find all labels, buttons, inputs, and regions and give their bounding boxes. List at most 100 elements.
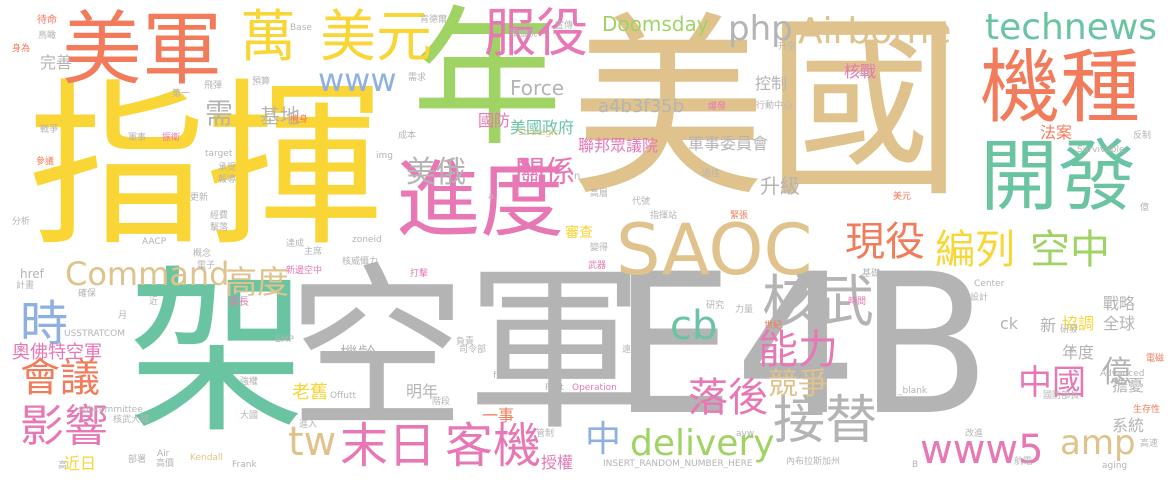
word-jichu: 基礎 [862, 269, 881, 279]
word-xietiao: 協調 [1062, 314, 1095, 333]
word-feidan: 飛彈 [204, 81, 223, 91]
word-jingfei: 經費 [210, 211, 229, 221]
word-dianci: 電磁 [1146, 354, 1165, 364]
word-subcommittee: subcommittee [78, 405, 143, 415]
word-daihao: 代號 [632, 197, 651, 207]
word-operation: Operation [572, 383, 617, 393]
word-heweishe: 核威懾力 [342, 257, 379, 267]
word-hash: a4b3f35b [598, 96, 685, 117]
word-kendall: Kendall [190, 453, 223, 463]
word-aacp: AACP [142, 237, 167, 247]
word-jingzheng: 競爭 [768, 367, 828, 402]
word-offutt: Offutt [330, 391, 357, 401]
word-kendeer: 肯德爾 [420, 15, 448, 25]
word-faan: 法案 [1040, 123, 1073, 142]
word-quanqiu: 全球 [1103, 314, 1136, 333]
word-cb: cb [670, 303, 718, 349]
word-hangdian: 航電 [1014, 457, 1033, 467]
word-fanzhi: 反制 [1133, 131, 1152, 141]
word-gaodu: 高度 [225, 263, 290, 301]
word-jieti: 接替 [773, 391, 878, 451]
word-jia: 架 [128, 250, 306, 457]
word-tw: tw [288, 419, 337, 465]
word-xuqiu: 需求 [408, 73, 427, 83]
word-meiyuan: 美元 [320, 5, 432, 70]
word-biande: 變得 [590, 243, 609, 253]
word-baodao: 報導 [218, 175, 237, 185]
word-meijun: 美軍 [62, 3, 222, 96]
word-xitong: 系統 [1112, 416, 1145, 435]
word-zhongguo: 中國 [1018, 363, 1086, 403]
word-guofangbuzhang: 國防部長 [1043, 391, 1080, 401]
word-guowang: 過往 [702, 169, 721, 179]
word-advanced: Advanced [1100, 369, 1145, 379]
word-baofa: 爆發 [708, 102, 727, 112]
word-buzhang: 部長 [229, 297, 249, 308]
word-zhong: 中 [585, 419, 622, 460]
word-danyou: 擔憂 [1112, 376, 1145, 395]
word-nengli: 能力 [758, 327, 838, 373]
word-silingbu: 司令部 [459, 345, 487, 355]
word-sheji: 設計 [970, 293, 989, 303]
word-jieduan: 階段 [432, 397, 451, 407]
word-mingnian: 明年 [406, 382, 439, 401]
word-dianzi: 電子 [197, 261, 216, 271]
word-jinzhang: 緊張 [730, 211, 749, 221]
word-post: Post [545, 383, 564, 393]
word-meie: 美俄 [406, 155, 466, 190]
word-gaojia: 高價 [156, 459, 175, 469]
word-zhenwei: 振衛 [162, 133, 181, 143]
word-lianbang: 聯邦眾議院 [578, 136, 659, 155]
word-avw: avw [736, 429, 755, 439]
word-yusuan: 預算 [252, 77, 271, 87]
word-laojiu: 老舊 [292, 382, 328, 403]
word-jiluo: 擊落 [210, 223, 229, 233]
word-yi-small: 億 [1140, 203, 1150, 213]
word-zhanzheng: 戰爭 [40, 125, 59, 135]
word-niaokan: 鳥瞰 [38, 31, 57, 41]
word-shencha: 審查 [565, 225, 593, 241]
word-amp: amp [1060, 423, 1136, 463]
word-qiangquan: 強權 [240, 377, 259, 387]
word-e4b: E4B [612, 232, 992, 458]
word-hewu: 核武 [762, 270, 874, 335]
word-shiji: 世紀 [764, 321, 783, 331]
word-xin: 新 [1040, 316, 1057, 335]
word-xinbian: 新邊空中 [286, 266, 323, 276]
word-guanxi: 關係 [515, 155, 575, 190]
word-xu: 需 [205, 97, 234, 130]
word-n: n [574, 171, 581, 182]
word-meiguo: 美國 [570, 0, 963, 224]
word-jishen: 機身 [290, 115, 309, 125]
word-command: Command [65, 255, 230, 293]
word-wan: 萬 [240, 5, 296, 70]
word-airborne: Airborne [798, 11, 952, 52]
word-daji: 打擊 [410, 269, 429, 279]
word-daiming: 待命 [37, 15, 57, 26]
word-wanshan: 完善 [40, 53, 73, 72]
word-mori: 末日 [340, 418, 437, 474]
word-jiling: 機齡 [340, 344, 376, 365]
word-chengshou: 承受 [218, 163, 237, 173]
word-guanzhi: 管制 [536, 429, 555, 439]
word-huiyi: 會議 [20, 355, 100, 401]
word-php: php [728, 9, 793, 49]
word-a: a [488, 191, 495, 202]
word-hewudaguo: 核武大國 [113, 415, 150, 425]
word-neibulasijia: 內布拉斯加州 [786, 457, 841, 467]
word-delivery: delivery [630, 423, 775, 464]
word-jindu: 進度 [396, 151, 565, 249]
word-fenxi: 分析 [12, 217, 31, 227]
word-www: www [318, 61, 397, 99]
word-force: Force [510, 76, 565, 100]
word-jinri: 近日 [64, 454, 97, 473]
word-saoc: SAOC [616, 209, 813, 291]
word-yuandi: 遠低 [622, 345, 641, 355]
word-shijian: 時間 [848, 297, 867, 307]
word-img: img [376, 151, 393, 161]
word-aging: aging [1102, 461, 1128, 471]
word-shouquan: 授權 [541, 453, 574, 472]
word-shi: 時 [20, 296, 69, 352]
word-target: target [205, 149, 233, 159]
